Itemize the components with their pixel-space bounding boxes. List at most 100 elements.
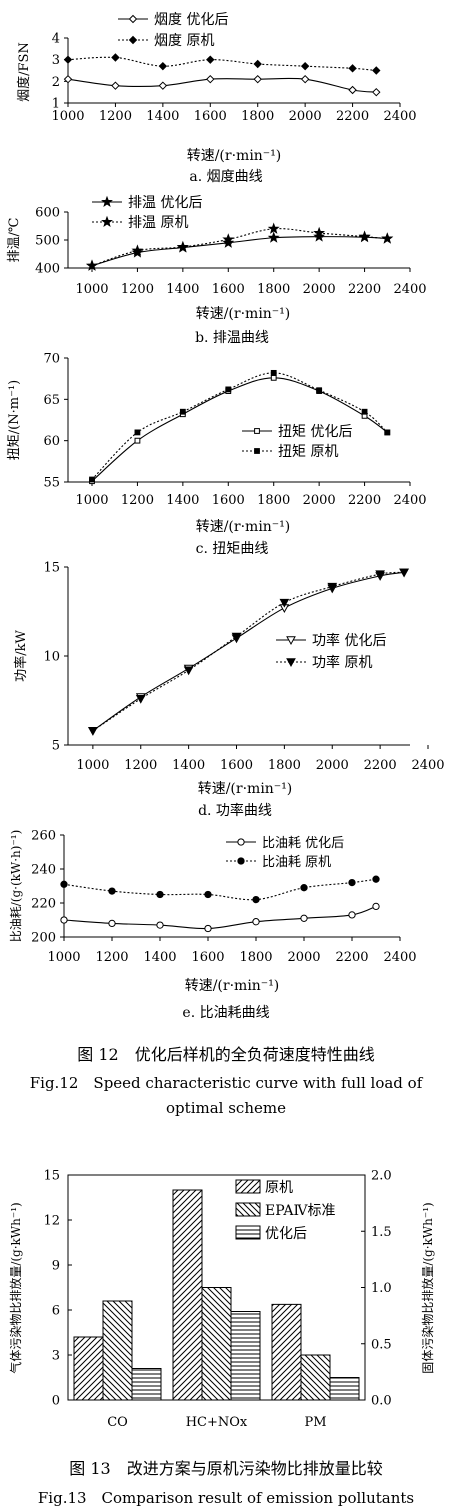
y-tick-label: 1 <box>52 97 60 112</box>
y-tick-label: 500 <box>35 234 60 249</box>
data-point <box>358 230 371 242</box>
x-tick-label: 2000 <box>316 758 349 773</box>
y2-tick-label: 0.0 <box>371 1394 392 1409</box>
figure-13-caption-cn: 图 13 改进方案与原机污染物比排放量比较 <box>69 1459 382 1478</box>
y-tick-label: 220 <box>31 897 56 912</box>
x-tick-label: 2200 <box>335 950 368 965</box>
x-tick-label: 2200 <box>348 493 381 508</box>
y-axis-label: 比油耗/(g·(kW·h)⁻¹) <box>9 830 23 943</box>
y-tick-label: 12 <box>43 1214 60 1229</box>
data-point <box>206 74 215 84</box>
data-point <box>372 902 380 911</box>
x-axis-label: 转速/(r·min⁻¹) <box>185 978 280 994</box>
y-tick-label: 2 <box>52 75 60 90</box>
y-tick-label: 240 <box>31 863 56 878</box>
bar <box>329 1377 360 1401</box>
series-line-1 <box>92 571 405 732</box>
y-tick-label: 400 <box>35 262 60 277</box>
x-tick-label: 1200 <box>95 950 128 965</box>
y-tick-label: 3 <box>52 53 60 68</box>
x-tick-label: 2400 <box>383 109 416 124</box>
data-point <box>381 232 394 244</box>
x-tick-label: 1600 <box>220 758 253 773</box>
legend-marker <box>128 35 138 45</box>
legend-label: 烟度 原机 <box>154 33 214 49</box>
legend-swatch <box>235 1179 261 1194</box>
x-tick-label: 1200 <box>99 109 132 124</box>
y-tick-label: 260 <box>31 829 56 844</box>
data-point <box>384 429 391 436</box>
data-point <box>108 919 116 928</box>
data-point <box>156 921 164 929</box>
data-point <box>134 429 141 436</box>
data-point <box>270 374 277 381</box>
data-point <box>134 437 141 444</box>
x-tick-label: 1400 <box>172 758 205 773</box>
smoke-chart: 1000 1200 1400 1600 1800 2000 2200 2400 1 2 3 4 烟度 优… <box>16 12 417 185</box>
fuel-consumption-chart: 1000 1200 1400 1600 1800 2000 2200 2400 200 220 24… <box>9 829 417 1022</box>
data-point <box>348 85 357 95</box>
y-tick-label: 3 <box>52 1349 60 1364</box>
bar <box>201 1287 232 1401</box>
x-tick-label: 2200 <box>348 282 381 297</box>
torque-chart: 1000 1200 1400 1600 1800 2000 2200 2400 55 60 65 70… <box>7 352 427 558</box>
category-label: PM <box>304 1415 326 1430</box>
panel-caption: d. 功率曲线 <box>198 802 272 819</box>
y-tick-label: 15 <box>43 1169 60 1184</box>
legend-label: 功率 原机 <box>312 654 372 671</box>
y-tick-label: 200 <box>31 931 56 946</box>
data-point <box>399 568 409 578</box>
data-point <box>135 695 146 704</box>
power-chart: 1000 1200 1400 1600 1800 2000 2200 2400 5 10 15 功率 … <box>13 561 445 820</box>
legend-label: 烟度 优化后 <box>154 12 228 28</box>
data-point <box>88 727 98 736</box>
y-tick-label: 0 <box>52 1394 60 1409</box>
data-point <box>86 259 98 271</box>
figure-13-caption-en: Fig.13 Comparison result of emission pol… <box>38 1489 414 1507</box>
x-tick-label: 1200 <box>124 758 157 773</box>
x-tick-label: 2200 <box>364 758 397 773</box>
bar <box>230 1311 261 1401</box>
legend-marker <box>101 215 113 228</box>
x-tick-label: 1200 <box>121 493 154 508</box>
panel-caption: a. 烟度曲线 <box>189 169 262 185</box>
legend-label: 比油耗 原机 <box>262 855 331 870</box>
y-tick-label: 600 <box>35 206 60 221</box>
data-point <box>206 55 215 64</box>
legend-marker <box>286 636 296 646</box>
y-tick-label: 9 <box>52 1259 60 1274</box>
x-tick-label: 2200 <box>336 109 369 124</box>
x-axis-label: 转速/(r·min⁻¹) <box>196 519 291 535</box>
data-point <box>108 887 116 895</box>
legend-marker <box>237 857 245 865</box>
category-label: CO <box>107 1415 128 1430</box>
category-label: HC+NOx <box>186 1415 248 1430</box>
data-point <box>183 666 194 676</box>
series-line-0 <box>92 571 405 732</box>
x-tick-label: 1400 <box>166 282 199 297</box>
data-point <box>348 911 356 919</box>
x-tick-label: 1000 <box>51 109 84 124</box>
legend-marker <box>254 448 260 454</box>
x-tick-label: 1200 <box>121 282 154 297</box>
x-tick-label: 1600 <box>194 109 227 124</box>
x-tick-label: 1000 <box>75 282 108 297</box>
data-point <box>156 890 164 899</box>
data-point <box>204 924 212 933</box>
x-tick-label: 1000 <box>47 950 80 965</box>
x-tick-label: 1000 <box>75 493 108 508</box>
series-line-0 <box>91 377 388 482</box>
x-tick-label: 1800 <box>257 282 290 297</box>
x-tick-label: 1400 <box>166 493 199 508</box>
bar <box>271 1303 302 1401</box>
figure-12-caption-cn: 图 12 优化后样机的全负荷速度特性曲线 <box>77 1045 374 1064</box>
legend-label: 扭矩 原机 <box>278 444 338 460</box>
legend-label: EPAⅣ标准 <box>265 1203 335 1219</box>
data-point <box>372 875 380 883</box>
legend-label: 比油耗 优化后 <box>262 836 344 851</box>
y-tick-label: 55 <box>43 476 60 491</box>
y-tick-label: 5 <box>52 739 60 754</box>
data-point <box>60 880 68 888</box>
data-point <box>372 66 381 75</box>
